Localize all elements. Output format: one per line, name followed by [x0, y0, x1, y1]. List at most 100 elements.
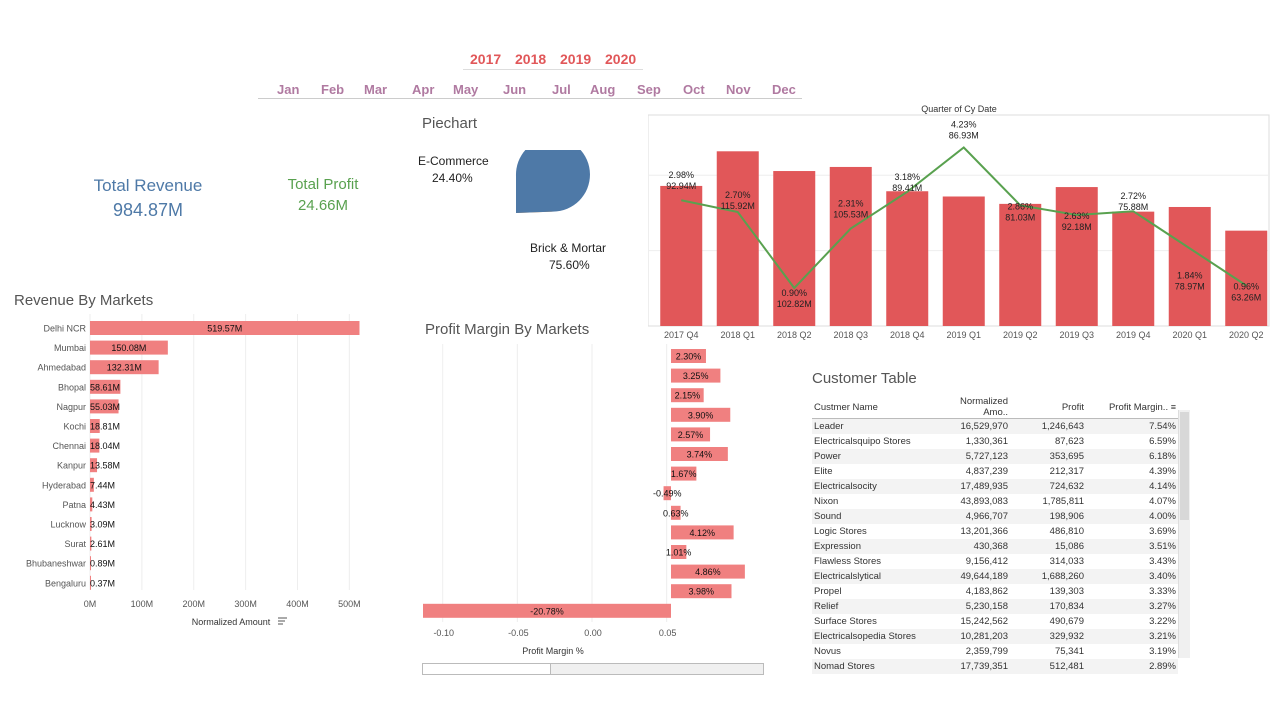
revenue-x-axis-label: Normalized Amount [192, 617, 271, 627]
table-row[interactable]: Electricalsquipo Stores 1,330,361 87,623 6.… [812, 434, 1178, 449]
sort-icon[interactable]: ≡ [1170, 401, 1176, 412]
market-profit-margin-bar[interactable] [671, 388, 704, 403]
market-profit-margin-bar[interactable] [671, 545, 687, 559]
market-profit-margin-bar[interactable] [671, 525, 734, 540]
profit-margin-label: 0.90% [781, 288, 807, 298]
col-customer-name[interactable]: Custmer Name [812, 396, 934, 419]
table-row[interactable]: Electricalslytical 49,644,189 1,688,260 3.4… [812, 569, 1178, 584]
pie-slice-brick-mortar[interactable] [515, 150, 590, 213]
table-row[interactable]: Expression 430,368 15,086 3.51% [812, 539, 1178, 554]
market-profit-margin-bar[interactable] [671, 368, 721, 383]
month-oct[interactable]: Oct [683, 82, 705, 97]
year-2018[interactable]: 2018 [515, 51, 547, 67]
quarterly-bar[interactable] [829, 166, 872, 326]
market-profit-margin-bar[interactable] [671, 407, 731, 422]
col-profit[interactable]: Profit [1010, 396, 1086, 419]
month-feb[interactable]: Feb [321, 82, 345, 97]
table-row[interactable]: Propel 4,183,862 139,303 3.33% [812, 584, 1178, 599]
revenue-label: 89.41M [892, 183, 922, 193]
year-2020[interactable]: 2020 [605, 51, 637, 67]
cell-customer-name: Logic Stores [814, 526, 867, 537]
quarterly-bar[interactable] [1168, 206, 1211, 326]
quarterly-bar[interactable] [773, 171, 816, 326]
market-revenue-bar[interactable] [90, 419, 100, 433]
profit-margin-x-tick: -0.10 [433, 628, 454, 638]
market-profit-margin-bar[interactable] [671, 505, 681, 520]
market-profit-margin-label: 2.57% [678, 430, 704, 440]
month-sep[interactable]: Sep [637, 82, 661, 97]
market-profit-margin-bar[interactable] [423, 603, 671, 618]
market-revenue-bar[interactable] [90, 340, 168, 355]
month-jan[interactable]: Jan [277, 82, 300, 97]
month-may[interactable]: May [453, 82, 479, 97]
market-revenue-bar[interactable] [90, 360, 159, 375]
cell-normalized-amount: 43,893,083 [960, 496, 1008, 507]
month-jul[interactable]: Jul [552, 82, 571, 97]
cell-profit-margin: 2.89% [1086, 659, 1178, 674]
market-revenue-bar[interactable] [90, 556, 91, 571]
market-profit-margin-bar[interactable] [671, 447, 728, 461]
market-revenue-bar[interactable] [90, 575, 91, 590]
scrollbar-thumb[interactable] [423, 664, 551, 674]
market-revenue-bar[interactable] [90, 477, 94, 492]
market-revenue-bar[interactable] [90, 399, 119, 414]
cell-profit-margin: 4.14% [1086, 479, 1178, 494]
cell-customer-name: Nixon [814, 496, 839, 507]
month-nov[interactable]: Nov [726, 82, 751, 97]
market-revenue-bar[interactable] [90, 497, 93, 512]
col-profit-margin[interactable]: Profit Margin.. ≡ [1086, 396, 1178, 419]
table-row[interactable]: Electricalsopedia Stores 10,281,203 329,93… [812, 629, 1178, 644]
col-normalized-amount[interactable]: Normalized Amo.. [934, 396, 1010, 419]
table-row[interactable]: Nomad Stores 17,739,351 512,481 2.89% [812, 659, 1178, 674]
horizontal-scrollbar[interactable] [422, 663, 764, 675]
quarterly-bar[interactable] [942, 196, 985, 326]
market-profit-margin-bar[interactable] [663, 486, 671, 501]
table-row[interactable]: Novus 2,359,799 75,341 3.19% [812, 644, 1178, 659]
cell-profit-margin: 3.22% [1149, 616, 1176, 627]
vertical-scrollbar[interactable] [1178, 410, 1190, 658]
table-row[interactable]: Nixon 43,893,083 1,785,811 4.07% [812, 494, 1178, 509]
table-row[interactable]: Leader 16,529,970 1,246,643 7.54% [812, 418, 1178, 434]
market-profit-margin-bar[interactable] [671, 349, 706, 363]
table-row[interactable]: Surface Stores 15,242,562 490,679 3.22% [812, 614, 1178, 629]
table-row[interactable]: Elite 4,837,239 212,317 4.39% [812, 464, 1178, 479]
market-revenue-bar[interactable] [90, 321, 360, 335]
quarterly-bar[interactable] [1225, 230, 1268, 326]
revenue-x-tick: 500M [338, 599, 361, 609]
market-revenue-bar[interactable] [90, 536, 92, 551]
quarterly-bar[interactable] [886, 191, 929, 326]
cell-profit: 329,932 [1010, 629, 1086, 644]
year-2019[interactable]: 2019 [560, 51, 592, 67]
month-apr[interactable]: Apr [412, 82, 435, 97]
sort-icon[interactable] [278, 617, 287, 625]
table-row[interactable]: Relief 5,230,158 170,834 3.27% [812, 599, 1178, 614]
table-row[interactable]: Sound 4,966,707 198,906 4.00% [812, 509, 1178, 524]
table-row[interactable]: Power 5,727,123 353,695 6.18% [812, 449, 1178, 464]
pie-value-brick-mortar: 75.60% [549, 258, 590, 272]
market-profit-margin-bar[interactable] [671, 427, 711, 442]
quarterly-bar[interactable] [660, 185, 703, 326]
market-revenue-bar[interactable] [90, 379, 121, 394]
quarterly-bar[interactable] [1055, 187, 1098, 326]
market-profit-margin-bar[interactable] [671, 564, 745, 579]
market-revenue-bar[interactable] [90, 458, 98, 473]
table-row[interactable]: Logic Stores 13,201,366 486,810 3.69% [812, 524, 1178, 539]
scrollbar-thumb[interactable] [1180, 412, 1189, 520]
quarterly-bar[interactable] [999, 203, 1042, 326]
month-mar[interactable]: Mar [364, 82, 388, 97]
table-row[interactable]: Flawless Stores 9,156,412 314,033 3.43% [812, 554, 1178, 569]
market-revenue-bar[interactable] [90, 438, 100, 453]
quarterly-bar[interactable] [716, 151, 759, 326]
profit-margin-label: 0.96% [1233, 281, 1259, 291]
market-revenue-label: 13.58M [90, 461, 120, 471]
market-profit-margin-bar[interactable] [671, 466, 697, 481]
quarterly-bar[interactable] [1112, 211, 1155, 326]
month-dec[interactable]: Dec [772, 82, 796, 97]
year-2017[interactable]: 2017 [470, 51, 502, 67]
market-profit-margin-bar[interactable] [671, 584, 732, 599]
month-aug[interactable]: Aug [590, 82, 616, 97]
pie-label-brick-mortar: Brick & Mortar [530, 241, 606, 255]
month-jun[interactable]: Jun [503, 82, 527, 97]
market-revenue-bar[interactable] [90, 517, 92, 531]
table-row[interactable]: Electricalsocity 17,489,935 724,632 4.14% [812, 479, 1178, 494]
